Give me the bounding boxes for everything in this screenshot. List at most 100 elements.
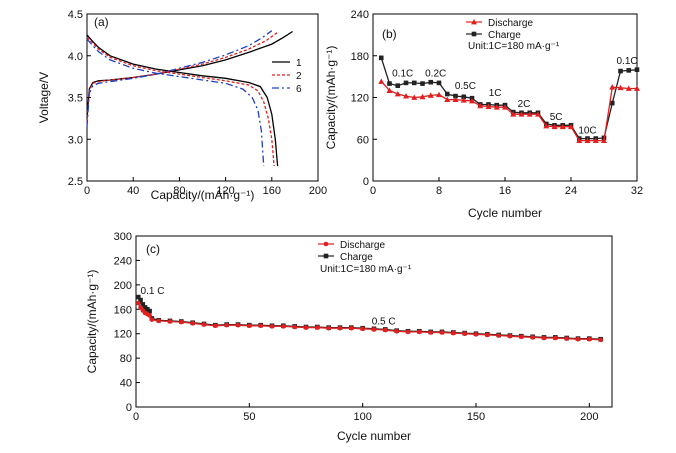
data-point-Discharge [601,137,607,144]
data-point-Discharge [190,321,195,326]
data-point-Discharge [135,300,141,306]
data-point-Discharge [576,137,583,144]
data-point-Discharge [436,91,442,98]
data-point-Discharge [469,97,475,104]
data-point-Discharge [568,123,574,130]
data-point-Charge [387,81,392,86]
data-point-Discharge [360,326,365,332]
rate-label: 0.5C [455,81,476,92]
data-point-Discharge [419,93,426,100]
y-tick-label: 240 [351,9,369,21]
data-point-Discharge [315,325,320,330]
y-tick-label: 120 [351,93,369,105]
legend-marker-Charge [323,253,329,259]
series-line-Discharge [137,302,601,341]
data-point-Discharge [292,324,297,330]
x-tick-label: 0 [370,185,376,197]
data-point-Discharge [559,123,566,130]
y-tick-label: 60 [357,134,369,146]
y-tick-label: 80 [120,353,132,365]
y-tick-label: 300 [114,231,132,243]
data-point-Charge [634,67,640,72]
data-point-Discharge [201,322,207,327]
data-point-Discharge [213,323,218,329]
y-tick-label: 180 [351,51,369,63]
rate-label: 10C [578,126,596,137]
legend-label: Discharge [340,240,385,251]
discharge-curve-1 [86,34,279,167]
y-tick-label: 200 [114,280,132,292]
data-point-Discharge [403,93,409,99]
data-point-Discharge [617,84,624,91]
panel-a-plot-area [86,13,319,182]
data-point-Discharge [247,323,252,329]
data-point-Discharge [609,84,616,90]
data-point-Discharge [507,333,513,339]
y-tick-label: 4.0 [68,51,83,63]
y-axis-label: Capacity/(mAh·g⁻¹) [85,270,99,374]
data-point-Discharge [147,313,152,318]
data-point-Discharge [543,123,550,129]
data-point-Discharge [541,335,547,341]
data-point-Discharge [462,331,467,337]
rate-label: 0.2C [425,69,446,80]
series-line-Charge [380,57,638,140]
rate-label: 1C [489,88,502,99]
legend-label: 6 [296,84,302,95]
x-tick-label: 0 [133,411,139,423]
legend-label: Charge [340,252,373,263]
series-line-Discharge [380,81,637,142]
data-point-Discharge [394,91,401,97]
data-point-Discharge [281,324,286,329]
data-point-Discharge [502,104,508,110]
panel-c-plot-area [135,235,613,408]
data-point-Discharge [587,336,592,342]
data-point-Charge [147,308,152,314]
data-point-Discharge [518,111,525,117]
data-point-Discharge [485,332,490,338]
data-point-Discharge [493,104,500,110]
y-tick-label: 40 [120,378,132,390]
data-point-Discharge [592,137,599,144]
data-point-Discharge [427,92,434,98]
y-tick-label: 4.5 [68,9,83,21]
data-point-Discharge [485,103,492,109]
y-tick-label: 0 [363,176,369,188]
legend-label: Charge [488,30,521,41]
data-point-Discharge [444,96,451,102]
x-tick-label: 50 [243,411,255,423]
data-point-Discharge [551,123,558,130]
data-point-Charge [453,93,458,99]
x-tick-label: 8 [436,185,442,197]
data-point-Discharge [530,335,535,340]
data-point-Discharge [378,78,385,84]
data-point-Discharge [303,325,309,330]
data-point-Discharge [535,111,541,117]
data-point-Discharge [496,333,501,338]
data-point-Discharge [575,336,581,342]
x-tick-label: 16 [499,185,511,197]
series-line-Charge [137,296,601,340]
discharge-curve-6 [86,38,265,167]
data-point-Discharge [371,327,377,332]
data-point-Discharge [428,330,433,335]
y-tick-label: 3.5 [68,93,83,105]
data-point-Discharge [411,94,418,100]
x-tick-label: 100 [353,411,371,423]
rate-label: 5C [550,112,563,123]
panel-label: (b) [382,27,397,41]
data-point-Discharge [452,96,459,102]
data-point-Discharge [337,325,343,331]
x-tick-label: 200 [580,411,598,423]
data-point-Charge [140,302,146,307]
x-tick-label: 0 [84,185,90,197]
data-point-Discharge [564,336,569,341]
legend-label: 1 [296,58,302,69]
rate-label: 0.1C [392,69,413,80]
data-point-Discharge [394,328,399,334]
y-tick-label: 120 [114,329,132,341]
data-point-Charge [378,55,384,61]
legend-marker-Discharge [323,241,329,247]
data-point-Charge [420,81,425,86]
